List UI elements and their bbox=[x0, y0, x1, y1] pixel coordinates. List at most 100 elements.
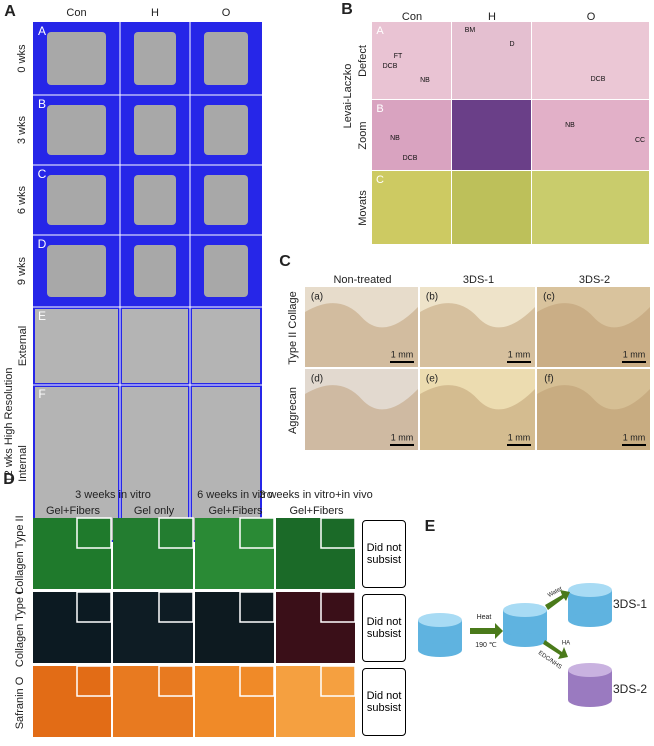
specimen bbox=[204, 175, 248, 225]
arrow bbox=[543, 640, 568, 659]
scaffold-top bbox=[503, 603, 547, 617]
image-letter: F bbox=[38, 387, 45, 401]
column-header: Gel+Fibers bbox=[46, 505, 101, 517]
missing-note: Did not subsist bbox=[362, 668, 406, 736]
specimen bbox=[47, 175, 106, 225]
tissue-shape bbox=[420, 303, 535, 367]
missing-note: Did not subsist bbox=[362, 594, 406, 662]
inset bbox=[76, 665, 112, 697]
arrow bbox=[470, 623, 503, 639]
specimen bbox=[134, 32, 176, 85]
row-label: Internal bbox=[17, 445, 29, 482]
specimen bbox=[134, 105, 176, 155]
specimen bbox=[47, 32, 106, 85]
note-box-container: Did not subsist bbox=[362, 594, 406, 662]
histology-image bbox=[452, 171, 531, 244]
histology-image bbox=[532, 100, 649, 170]
scaffold-top bbox=[418, 613, 462, 627]
tissue-shape bbox=[305, 303, 418, 367]
product-label: 3DS-1 bbox=[613, 597, 647, 611]
inset bbox=[158, 591, 194, 623]
row-label: 12 wks High Resolution bbox=[3, 368, 15, 483]
column-header: Con bbox=[402, 11, 422, 23]
panel-label: B bbox=[341, 1, 353, 18]
tissue-label: DCB bbox=[383, 63, 398, 70]
row-label: Zoom bbox=[357, 121, 369, 149]
tissue-label: NB bbox=[390, 135, 400, 142]
tissue-label: DCB bbox=[403, 155, 418, 162]
column-header: H bbox=[488, 11, 496, 23]
scale-bar-label: 1 mm bbox=[508, 432, 531, 442]
row-label: Aggrecan bbox=[287, 387, 299, 434]
histology-image bbox=[305, 369, 418, 450]
column-header: Non-treated bbox=[333, 274, 391, 286]
histology-image bbox=[372, 100, 451, 170]
row-label: 6 wks bbox=[16, 185, 28, 214]
histology-image bbox=[532, 171, 649, 244]
specimen bbox=[47, 245, 106, 297]
histology-image bbox=[420, 369, 535, 450]
specimen bbox=[35, 387, 118, 540]
specimen bbox=[204, 105, 248, 155]
specimen bbox=[192, 387, 260, 540]
image-letter: C bbox=[376, 174, 384, 186]
image-letter: (f) bbox=[544, 374, 553, 385]
tissue-label: D bbox=[509, 41, 514, 48]
panel-label: C bbox=[279, 253, 291, 270]
histology-image bbox=[537, 369, 650, 450]
image-letter: (e) bbox=[426, 374, 438, 385]
step-label: HA bbox=[562, 641, 570, 647]
image-letter: B bbox=[38, 97, 46, 111]
tissue-shape bbox=[537, 303, 650, 367]
tissue-label: NB bbox=[565, 122, 575, 129]
missing-note: Did not subsist bbox=[362, 520, 406, 588]
inset bbox=[76, 591, 112, 623]
image-letter: A bbox=[376, 25, 384, 37]
specimen bbox=[47, 105, 106, 155]
arrow bbox=[545, 590, 570, 610]
product-label: 3DS-2 bbox=[613, 682, 647, 696]
column-header: O bbox=[222, 7, 231, 19]
scale-bar-label: 1 mm bbox=[623, 432, 646, 442]
specimen bbox=[122, 387, 188, 540]
note-box-container: Did not subsist bbox=[362, 520, 406, 588]
histology-image bbox=[372, 171, 451, 244]
inset bbox=[158, 517, 194, 549]
histology-image bbox=[420, 287, 535, 367]
histology-image bbox=[452, 22, 531, 99]
scaffold-top bbox=[568, 583, 612, 597]
column-header: Gel+Fibers bbox=[289, 505, 344, 517]
row-label: 9 wks bbox=[16, 256, 28, 285]
specimen bbox=[122, 309, 188, 383]
image-letter: (d) bbox=[311, 374, 323, 385]
tissue-label: DCB bbox=[591, 76, 606, 83]
inset bbox=[320, 665, 356, 697]
scale-bar-label: 1 mm bbox=[391, 432, 414, 442]
histology-image bbox=[372, 22, 451, 99]
tissue-shape bbox=[305, 385, 418, 450]
tissue-shape bbox=[420, 385, 535, 450]
step-label: Heat bbox=[477, 614, 492, 621]
image-letter: E bbox=[38, 309, 46, 323]
scaffold-bottom bbox=[418, 643, 462, 657]
column-header: O bbox=[587, 11, 596, 23]
histology-image bbox=[305, 287, 418, 367]
row-label: Safranin O bbox=[14, 676, 26, 729]
column-header: Gel only bbox=[134, 505, 175, 517]
scaffold-bottom bbox=[503, 633, 547, 647]
panel-label: D bbox=[3, 471, 15, 488]
step-label: 190 ℃ bbox=[475, 642, 497, 649]
inset bbox=[239, 517, 275, 549]
inset bbox=[239, 665, 275, 697]
tissue-label: NB bbox=[420, 77, 430, 84]
tissue-label: BM bbox=[465, 27, 476, 34]
row-label: Defect bbox=[357, 45, 369, 77]
specimen bbox=[134, 175, 176, 225]
row-label: External bbox=[17, 326, 29, 366]
group-header: 3 weeks in vitro+in vivo bbox=[259, 489, 372, 501]
column-header: Con bbox=[66, 7, 86, 19]
inset bbox=[76, 517, 112, 549]
tissue-shape bbox=[537, 385, 650, 450]
row-label: Collagen Type II bbox=[14, 515, 26, 594]
scaffold-bottom bbox=[568, 693, 612, 707]
